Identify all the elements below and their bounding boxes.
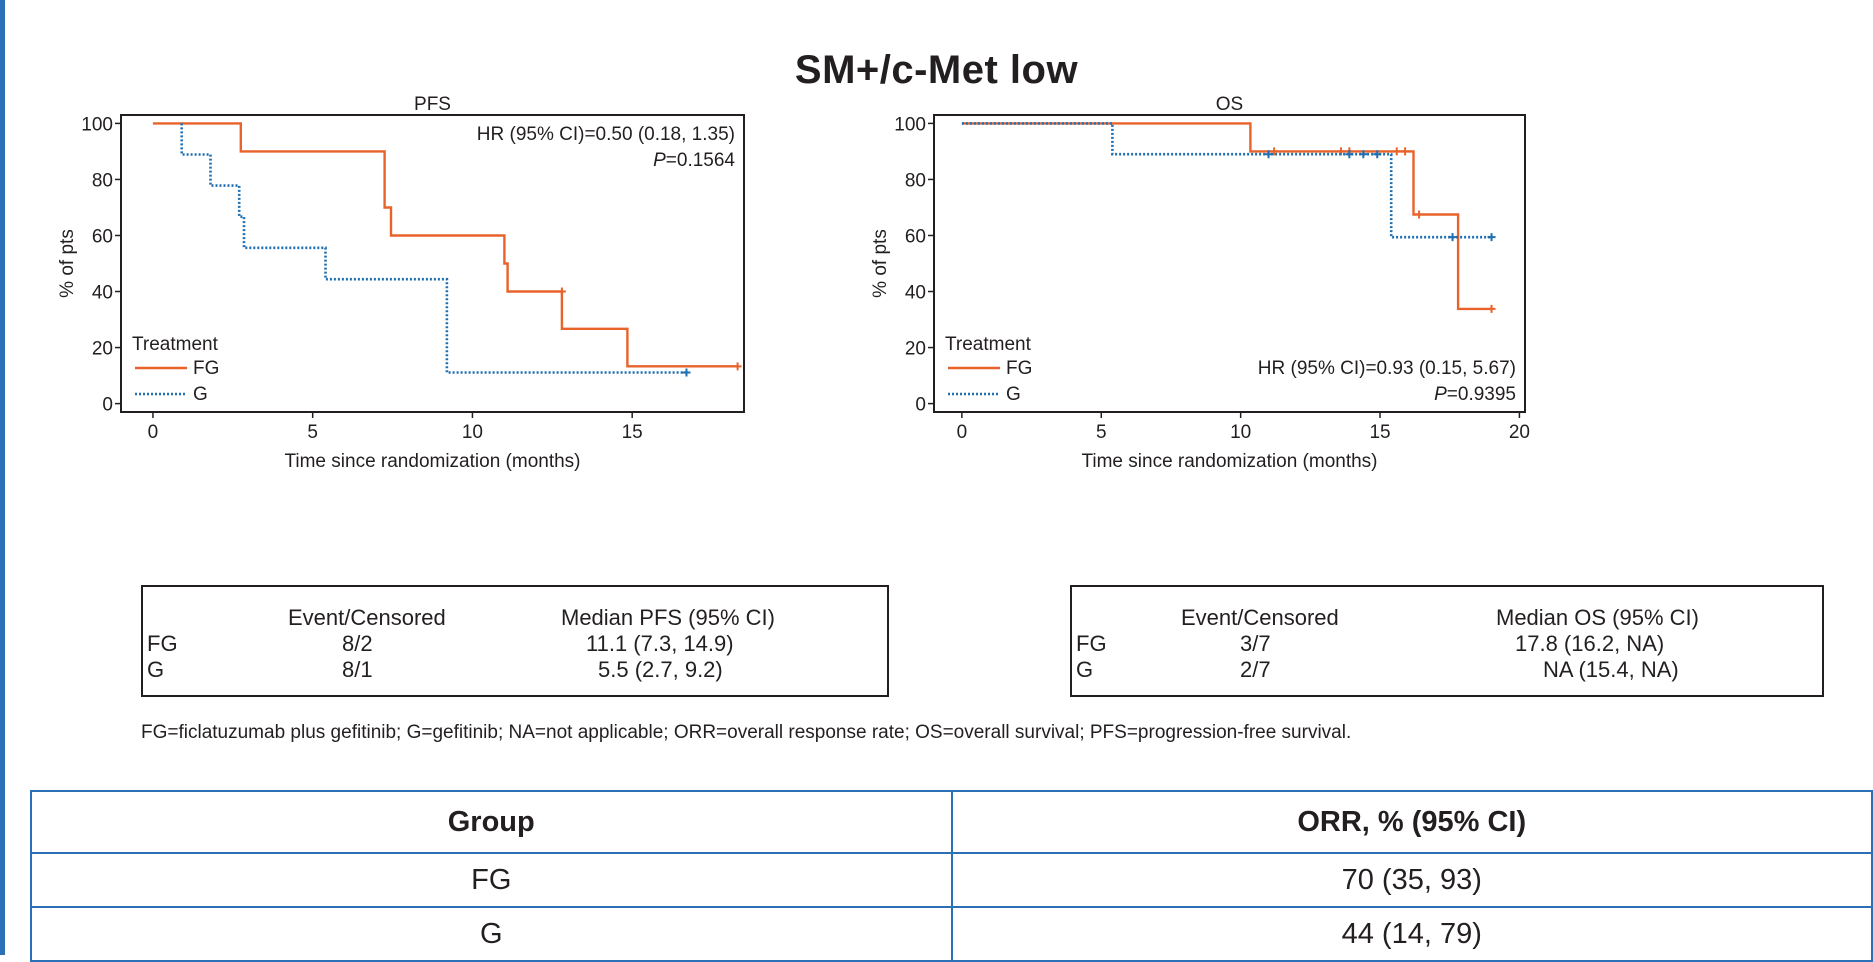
os-series-line-fg xyxy=(961,122,1492,311)
os-summary-header-events: Event/Censored xyxy=(1181,605,1339,630)
pfs-censor-mark-fg xyxy=(733,362,742,371)
os-summary-row-fg-events: 3/7 xyxy=(1240,631,1271,656)
pfs-subplot-title: PFS xyxy=(414,94,451,115)
orr-table-header-row: Group ORR, % (95% CI) xyxy=(30,790,1873,854)
pfs-p-value-annotation: P=0.1564 xyxy=(653,150,735,171)
pfs-censor-mark-g xyxy=(682,368,691,377)
os-censor-mark-g xyxy=(1448,233,1457,242)
pfs-y-tick-label: 60 xyxy=(92,226,113,247)
pfs-y-tick-label: 20 xyxy=(92,339,113,360)
pfs-series-line-fg xyxy=(152,122,738,368)
os-censor-mark-g xyxy=(1359,150,1368,159)
pfs-y-tick-label: 100 xyxy=(81,114,113,135)
pfs-summary-row-g-median: 5.5 (2.7, 9.2) xyxy=(598,657,723,682)
os-summary-row-g-median: NA (15.4, NA) xyxy=(1543,657,1679,682)
os-summary-row-fg-median: 17.8 (16.2, NA) xyxy=(1515,631,1665,656)
pfs-p-label: P xyxy=(653,150,666,171)
pfs-hr-annotation: HR (95% CI)=0.50 (0.18, 1.35) xyxy=(477,124,735,145)
pfs-summary-header-events: Event/Censored xyxy=(288,605,446,630)
os-subplot-title: OS xyxy=(1216,94,1243,115)
os-censor-mark-g xyxy=(1264,150,1273,159)
pfs-legend-label-g: G xyxy=(193,384,208,405)
pfs-x-axis-label: Time since randomization (months) xyxy=(284,451,580,472)
pfs-legend-title: Treatment xyxy=(132,334,219,355)
pfs-x-tick-label: 15 xyxy=(622,422,643,443)
os-x-tick-label: 0 xyxy=(957,422,968,443)
os-x-axis-label: Time since randomization (months) xyxy=(1081,451,1377,472)
pfs-summary-table: Event/Censored Median PFS (95% CI) FG 8/… xyxy=(141,585,889,697)
pfs-x-tick-label: 10 xyxy=(462,422,483,443)
os-legend-label-fg: FG xyxy=(1006,358,1032,379)
os-x-tick-label: 15 xyxy=(1369,422,1390,443)
os-summary-table: Event/Censored Median OS (95% CI) FG 3/7… xyxy=(1070,585,1824,697)
os-summary-row-fg-label: FG xyxy=(1076,631,1107,656)
os-legend-title: Treatment xyxy=(945,334,1032,355)
pfs-y-tick-label: 80 xyxy=(92,170,113,191)
pfs-plot-frame xyxy=(120,114,745,413)
os-censor-mark-fg xyxy=(1487,304,1496,313)
os-y-tick-label: 80 xyxy=(905,170,926,191)
pfs-summary-row-fg-median: 11.1 (7.3, 14.9) xyxy=(586,631,734,656)
orr-cell-group: FG xyxy=(30,852,953,908)
pfs-x-tick-label: 0 xyxy=(148,422,159,443)
os-y-tick-label: 20 xyxy=(905,339,926,360)
pfs-x-tick-label: 5 xyxy=(307,422,318,443)
orr-table: Group ORR, % (95% CI) FG 70 (35, 93) G 4… xyxy=(30,790,1873,962)
pfs-p-value: =0.1564 xyxy=(666,150,736,171)
os-x-tick-label: 10 xyxy=(1230,422,1251,443)
os-p-value-annotation: P=0.9395 xyxy=(1434,384,1516,405)
pfs-summary-row-g-label: G xyxy=(147,657,165,682)
os-legend-label-g: G xyxy=(1006,384,1021,405)
os-p-value: =0.9395 xyxy=(1447,384,1516,405)
pfs-summary-row-fg-events: 8/2 xyxy=(342,631,373,656)
orr-cell-value: 70 (35, 93) xyxy=(950,852,1873,908)
orr-table-row: G 44 (14, 79) xyxy=(30,906,1873,962)
os-y-tick-label: 40 xyxy=(905,283,926,304)
left-accent-rule xyxy=(0,0,5,955)
pfs-y-tick-label: 0 xyxy=(102,395,113,416)
pfs-series-line-g xyxy=(180,123,687,374)
orr-header-orr: ORR, % (95% CI) xyxy=(950,790,1873,854)
os-censor-mark-fg xyxy=(1392,147,1401,156)
orr-header-group: Group xyxy=(30,790,953,854)
footnote: FG=ficlatuzumab plus gefitinib; G=gefiti… xyxy=(141,722,1352,743)
os-y-tick-label: 0 xyxy=(915,395,926,416)
pfs-summary-header-median: Median PFS (95% CI) xyxy=(561,605,775,630)
os-summary-row-g-label: G xyxy=(1076,657,1094,682)
pfs-y-axis-label: % of pts xyxy=(57,229,78,298)
os-censor-mark-g xyxy=(1373,150,1382,159)
pfs-legend-label-fg: FG xyxy=(193,358,219,379)
os-y-tick-label: 100 xyxy=(894,114,926,135)
os-y-tick-label: 60 xyxy=(905,226,926,247)
pfs-summary-row-g-events: 8/1 xyxy=(342,657,373,682)
pfs-chart: PFS 0 20 40 60 80 100 0 5 10 15 Time since randomiz… xyxy=(57,94,745,472)
os-series-line-g xyxy=(961,122,1492,239)
pfs-y-tick-label: 40 xyxy=(92,283,113,304)
os-plot-frame xyxy=(933,114,1526,413)
os-censor-mark-fg xyxy=(1270,147,1279,156)
os-summary-row-g-events: 2/7 xyxy=(1240,657,1271,682)
os-x-tick-label: 5 xyxy=(1096,422,1107,443)
pfs-censor-mark-fg xyxy=(557,287,566,296)
os-x-tick-label: 20 xyxy=(1509,422,1530,443)
pfs-summary-row-fg-label: FG xyxy=(147,631,178,656)
os-summary-header-median: Median OS (95% CI) xyxy=(1496,605,1699,630)
orr-table-row: FG 70 (35, 93) xyxy=(30,852,1873,908)
os-p-label: P xyxy=(1434,384,1447,405)
os-censor-mark-fg xyxy=(1415,210,1424,219)
orr-cell-value: 44 (14, 79) xyxy=(950,906,1873,962)
os-censor-mark-fg xyxy=(1401,147,1410,156)
os-y-axis-label: % of pts xyxy=(870,229,891,298)
orr-cell-group: G xyxy=(30,906,953,962)
os-chart: OS 0 20 40 60 80 100 0 5 10 15 20 Time since randomi… xyxy=(870,94,1530,472)
figure-title: SM+/c-Met low xyxy=(794,48,1079,92)
os-censor-mark-g xyxy=(1487,233,1496,242)
os-hr-annotation: HR (95% CI)=0.93 (0.15, 5.67) xyxy=(1258,358,1516,379)
os-censor-mark-g xyxy=(1345,150,1354,159)
